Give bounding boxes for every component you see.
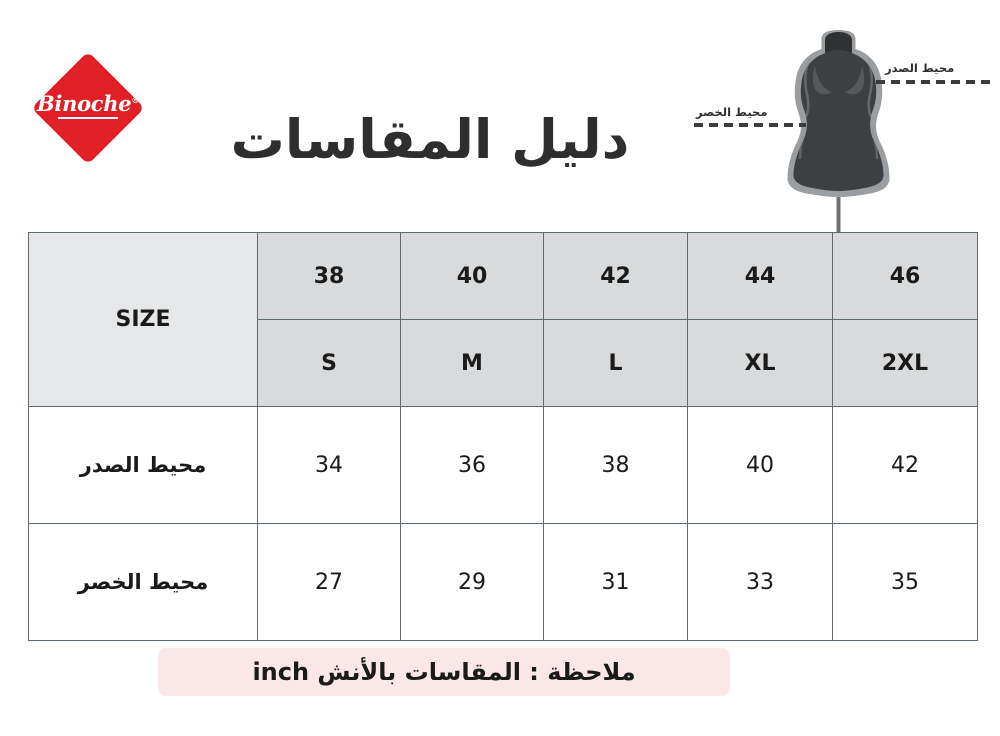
waist-dashed-leader-line: [694, 123, 806, 127]
page-title: دليل المقاسات: [230, 108, 630, 171]
numeric-size-cell: 40: [400, 232, 544, 320]
logo-wordmark: Binoche®: [32, 93, 144, 114]
numeric-size-cell: 38: [257, 232, 401, 320]
letter-size-cell: M: [400, 319, 544, 407]
measurement-cell: 29: [400, 523, 544, 641]
measurement-cell: 42: [832, 406, 978, 524]
table-row-letter-sizes: 2XL XL L M S: [29, 319, 978, 407]
table-row-waist: 35 33 31 29 27 محيط الخصر: [28, 523, 978, 641]
mannequin-left-hip-line: [798, 125, 808, 160]
measurement-cell: 31: [543, 523, 688, 641]
dress-form-icon: [787, 30, 890, 238]
logo-brand-name: Binoche: [36, 91, 132, 116]
logo-underline: [58, 117, 118, 119]
mannequin-illustration: محيط الصدر محيط الخصر: [690, 18, 990, 238]
row-label-waist: محيط الخصر: [28, 523, 258, 641]
letter-size-cell: L: [543, 319, 688, 407]
mannequin-bust-right-shade: [845, 66, 865, 95]
letter-size-cell: XL: [687, 319, 833, 407]
measurement-cell: 35: [832, 523, 978, 641]
measurement-cell: 36: [400, 406, 544, 524]
row-label-bust: محيط الصدر: [28, 406, 258, 524]
letter-size-cell: 2XL: [832, 319, 978, 407]
mannequin-right-sheen: [865, 57, 873, 118]
measurement-cell: 34: [257, 406, 401, 524]
mannequin-left-sheen: [804, 57, 812, 118]
footer-note-badge: ملاحظة : المقاسات بالأنش inch: [158, 648, 730, 696]
measurement-cell: 40: [687, 406, 833, 524]
mannequin-right-hip-line: [869, 125, 879, 160]
waist-callout-label: محيط الخصر: [696, 105, 768, 119]
measurement-cell: 33: [687, 523, 833, 641]
bust-callout-label: محيط الصدر: [885, 61, 955, 75]
footer-note-text: ملاحظة : المقاسات بالأنش inch: [252, 658, 636, 686]
measurement-cell: 38: [543, 406, 688, 524]
mannequin-stand-pole: [836, 186, 841, 238]
brand-logo: Binoche®: [31, 51, 145, 165]
letter-size-cell: S: [257, 319, 401, 407]
bust-dashed-leader-line: [876, 80, 990, 84]
size-column-header: SIZE: [28, 232, 258, 407]
numeric-size-cell: 42: [543, 232, 688, 320]
mannequin-neck: [825, 32, 852, 53]
table-row-numeric-sizes: 46 44 42 40 38 SIZE: [28, 232, 978, 407]
numeric-size-cell: 46: [832, 232, 978, 320]
registered-trademark-icon: ®: [131, 95, 140, 105]
numeric-size-cell: 44: [687, 232, 833, 320]
size-guide-table: 46 44 42 40 38 SIZE 2XL XL L M S 42 40 3…: [28, 232, 978, 641]
mannequin-bust-left-shade: [812, 66, 832, 95]
measurement-cell: 27: [257, 523, 401, 641]
table-row-bust: 42 40 38 36 34 محيط الصدر: [28, 406, 978, 524]
